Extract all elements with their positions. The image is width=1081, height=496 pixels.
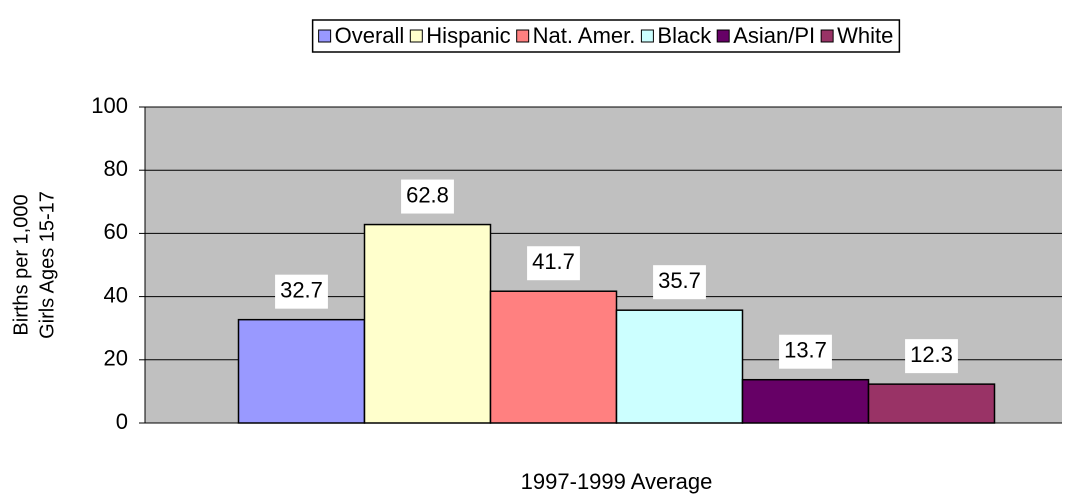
legend-label: White	[837, 23, 893, 48]
y-axis-label: Births per 1,000	[10, 194, 32, 335]
bar	[615, 309, 744, 424]
data-label: 32.7	[280, 277, 323, 302]
bar	[237, 318, 366, 424]
legend-swatch	[409, 29, 423, 43]
y-tick-label: 60	[104, 219, 128, 244]
y-tick-label: 80	[104, 156, 128, 181]
legend-label: Nat. Amer.	[533, 23, 636, 48]
bar	[363, 223, 492, 424]
data-label-bg	[905, 339, 958, 374]
legend-swatch	[820, 29, 834, 43]
legend-label: Hispanic	[426, 23, 510, 48]
legend-label: Asian/PI	[733, 23, 815, 48]
data-label: 62.8	[406, 182, 449, 207]
y-tick-label: 40	[104, 282, 128, 307]
data-label-bg	[653, 265, 706, 300]
bar	[867, 383, 996, 424]
data-label: 41.7	[532, 249, 575, 274]
bar	[489, 290, 618, 424]
data-label: 35.7	[658, 268, 701, 293]
y-tick-label: 0	[116, 409, 128, 434]
y-tick-label: 20	[104, 346, 128, 371]
legend-swatch	[516, 29, 530, 43]
data-label-bg	[527, 246, 580, 281]
data-label-bg	[779, 334, 832, 369]
data-label-bg	[401, 179, 454, 214]
y-tick-label: 100	[91, 93, 128, 118]
legend-label: Overall	[335, 23, 405, 48]
legend-swatch	[640, 29, 654, 43]
legend-swatch	[318, 29, 332, 43]
bar	[741, 378, 870, 424]
legend-swatch	[716, 29, 730, 43]
y-axis-label: Girls Ages 15-17	[36, 191, 58, 339]
legend-label: Black	[657, 23, 712, 48]
data-label: 12.3	[910, 342, 953, 367]
x-tick-label: 1997-1999 Average	[521, 469, 713, 494]
data-label-bg	[275, 274, 328, 309]
data-label: 13.7	[784, 338, 827, 363]
